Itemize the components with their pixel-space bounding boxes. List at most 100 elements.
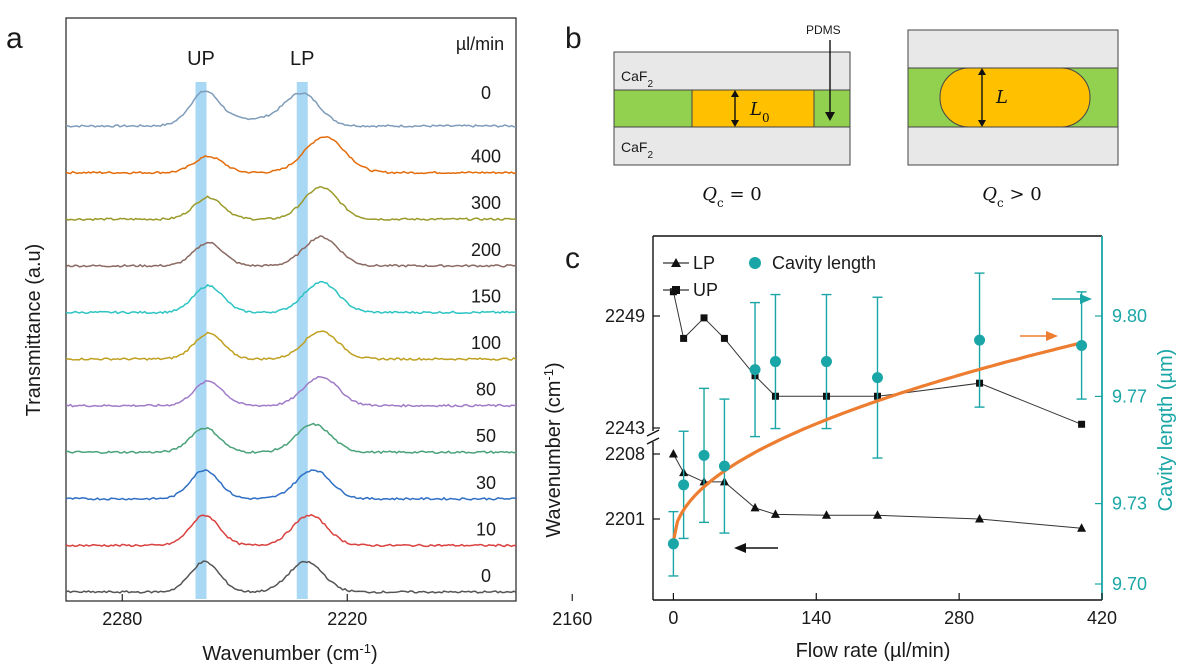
up-point [680, 334, 688, 342]
spectrum-line [65, 513, 517, 548]
up-band-highlight [195, 82, 207, 599]
spectrum-line [65, 560, 517, 594]
cavity-point [667, 538, 679, 550]
caption-qc-zero: Qc = 0 [702, 184, 761, 210]
panel-c: 0 140 280 420 2243 2249 2201 2208 9.70 9.73 9.77 9.… [541, 235, 1177, 662]
panel-a-ylabel: Transmittance (a.u) [23, 244, 45, 417]
cavity-point [1076, 339, 1088, 351]
flow-rate-label: 300 [471, 193, 501, 213]
spectrum-line [65, 90, 517, 128]
pdms-label: PDMS [806, 23, 841, 37]
right-tick-label: 9.80 [1112, 306, 1147, 326]
flow-rate-label: 100 [471, 333, 501, 353]
y-tick-label: 2243 [605, 418, 645, 438]
lp-point [668, 449, 678, 458]
spectrum-line [65, 375, 516, 408]
axis-break-mark [646, 437, 660, 445]
lp-point [821, 510, 831, 519]
right-tick-label: 9.73 [1112, 494, 1147, 514]
cavity-point [678, 479, 690, 491]
caf2-bottom-window-right [907, 126, 1119, 166]
flow-rate-label: 200 [471, 240, 501, 260]
cavity-point [718, 460, 730, 472]
cavity-point [749, 364, 761, 376]
flow-rate-label: 150 [471, 286, 501, 306]
l0-label: L0 [749, 99, 770, 125]
up-series-line [672, 291, 1082, 425]
black-axis-arrow [734, 543, 746, 553]
pdms-arrow-head [825, 112, 835, 121]
panel-label-a: a [6, 22, 23, 55]
panel-label-b: b [565, 22, 582, 55]
up-point [700, 314, 708, 322]
legend-lp: LP [693, 253, 715, 273]
flow-rate-label: 10 [476, 519, 496, 539]
panel-label-c: c [565, 242, 580, 275]
x-tick-label: 140 [801, 608, 831, 628]
flow-rate-label: 0 [481, 566, 491, 586]
up-point [720, 334, 728, 342]
x-tick-label: 280 [944, 608, 974, 628]
panel-a-xlabel: Wavenumber (cm-1) [202, 641, 377, 666]
legend-cavity-marker [749, 257, 761, 269]
up-label: UP [187, 48, 215, 70]
caption-qc-positive: Qc > 0 [982, 184, 1041, 210]
cavity-point [872, 372, 883, 384]
spectrum-line [65, 280, 517, 315]
spectrum-line [65, 235, 517, 268]
legend-lp-marker [671, 258, 681, 267]
lp-series-line [672, 453, 1082, 529]
cavity-point [769, 356, 781, 368]
lp-point [750, 502, 760, 512]
orange-axis-arrow [1046, 331, 1058, 341]
right-tick-label: 9.77 [1112, 386, 1147, 406]
spectrum-line [65, 469, 517, 501]
x-tick-label: 0 [668, 608, 678, 628]
spectrum-line [65, 422, 517, 455]
flow-rate-label: 0 [481, 83, 491, 103]
panel-c-ylabel-left: Wavenumber (cm-1) [541, 362, 566, 537]
lp-band-highlight [296, 82, 308, 599]
axis-break-mark [646, 429, 660, 437]
flow-rate-label: 30 [476, 473, 496, 493]
legend-cavity: Cavity length [772, 253, 876, 273]
caf2-top-label: CaF2 [621, 68, 653, 90]
spectrum-line [65, 136, 517, 175]
droplet-right [939, 67, 1091, 128]
spectrum-line [65, 185, 517, 222]
caf2-top-window [613, 51, 851, 91]
spectrum-line [65, 330, 517, 361]
legend-up: UP [693, 280, 718, 300]
flow-header: µl/min [456, 34, 504, 54]
x-tick-label: 420 [1087, 608, 1117, 628]
legend-up-marker [672, 286, 680, 294]
flow-rate-label: 50 [476, 426, 496, 446]
caf2-bottom-label: CaF2 [621, 139, 653, 161]
fit-curve [671, 341, 1082, 542]
x-tick-label: 2280 [102, 609, 142, 629]
y-tick-label: 2249 [605, 306, 645, 326]
up-point [1078, 420, 1086, 428]
panel-c-xlabel: Flow rate (µl/min) [796, 640, 951, 662]
legend: LP Cavity length UP [663, 253, 876, 300]
cavity-point [820, 356, 832, 368]
flow-rate-label: 400 [471, 147, 501, 167]
flow-rate-label: 80 [476, 380, 496, 400]
right-tick-label: 9.70 [1112, 574, 1147, 594]
caf2-top-window-right [907, 29, 1119, 69]
panel-b-schematic: CaF2 CaF2 PDMS L0 Qc = 0 L Qc > 0 [613, 23, 1119, 210]
caf2-bottom-window [613, 126, 851, 166]
l-label: L [995, 87, 1008, 108]
lp-label: LP [290, 48, 314, 70]
panel-c-ylabel-right: Cavity length (µm) [1155, 349, 1177, 512]
lp-point [873, 510, 882, 519]
cavity-point [698, 449, 710, 461]
x-tick-label: 2220 [327, 609, 367, 629]
lp-point [770, 509, 780, 518]
y-tick-label: 2208 [605, 444, 645, 464]
teal-axis-arrow [1080, 294, 1092, 304]
cavity-point [974, 334, 986, 346]
lp-point [1077, 523, 1087, 532]
